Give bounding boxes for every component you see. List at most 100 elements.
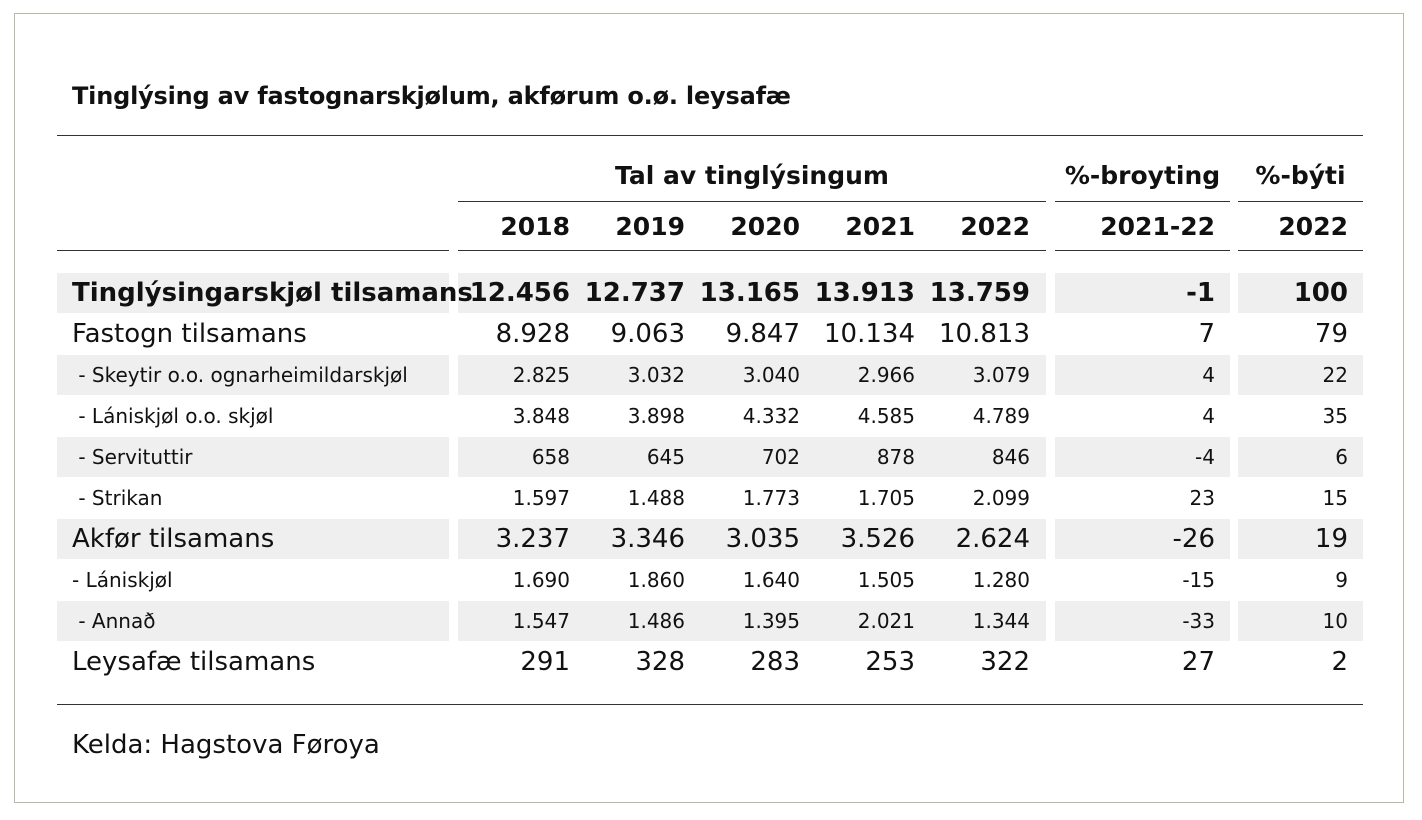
row-band xyxy=(1055,437,1230,477)
header-underline-share xyxy=(1238,250,1363,251)
table-title: Tinglýsing av fastognarskjølum, akførum … xyxy=(72,82,791,110)
year-header: 2022 xyxy=(960,212,1030,241)
header-underline-years xyxy=(458,250,1046,251)
row-label: - Skeytir o.o. ognarheimildarskjøl xyxy=(72,363,408,387)
row-band xyxy=(1055,273,1230,313)
value-cell: 13.759 xyxy=(929,278,1030,308)
share-cell: 22 xyxy=(1322,363,1348,387)
value-cell: 846 xyxy=(991,445,1030,469)
value-cell: 3.032 xyxy=(627,363,685,387)
header-underline-change xyxy=(1055,250,1230,251)
value-cell: 1.597 xyxy=(512,486,570,510)
row-label: Fastogn tilsamans xyxy=(72,319,307,349)
value-cell: 1.505 xyxy=(857,568,915,592)
header-share-label: %-býti xyxy=(1255,161,1346,190)
table-frame xyxy=(14,13,1404,803)
header-underline-label xyxy=(57,250,449,251)
value-cell: 658 xyxy=(531,445,570,469)
row-band xyxy=(458,273,1046,313)
year-header: 2021 xyxy=(845,212,915,241)
row-band xyxy=(1238,355,1363,395)
change-cell: 4 xyxy=(1202,404,1215,428)
row-band xyxy=(57,601,449,641)
change-cell: -15 xyxy=(1182,568,1215,592)
value-cell: 8.928 xyxy=(495,319,570,349)
change-underline xyxy=(1055,201,1230,202)
change-cell: 4 xyxy=(1202,363,1215,387)
value-cell: 9.063 xyxy=(610,319,685,349)
value-cell: 2.624 xyxy=(955,524,1030,554)
row-label: - Lániskjøl xyxy=(72,568,173,592)
value-cell: 283 xyxy=(750,647,800,677)
value-cell: 1.547 xyxy=(512,609,570,633)
row-band xyxy=(1055,519,1230,559)
value-cell: 1.486 xyxy=(627,609,685,633)
share-cell: 15 xyxy=(1322,486,1348,510)
value-cell: 4.789 xyxy=(972,404,1030,428)
value-cell: 1.395 xyxy=(742,609,800,633)
value-cell: 12.456 xyxy=(469,278,570,308)
value-cell: 253 xyxy=(865,647,915,677)
value-cell: 10.813 xyxy=(939,319,1030,349)
row-band xyxy=(458,601,1046,641)
source-note: Kelda: Hagstova Føroya xyxy=(72,730,380,760)
row-label: - Strikan xyxy=(72,486,163,510)
share-cell: 6 xyxy=(1335,445,1348,469)
title-rule xyxy=(57,135,1363,136)
row-band xyxy=(458,519,1046,559)
value-cell: 1.773 xyxy=(742,486,800,510)
bottom-rule xyxy=(57,704,1363,705)
value-cell: 328 xyxy=(635,647,685,677)
change-cell: -26 xyxy=(1172,524,1215,554)
value-cell: 13.165 xyxy=(699,278,800,308)
change-cell: 23 xyxy=(1189,486,1215,510)
value-cell: 3.035 xyxy=(725,524,800,554)
year-header: 2020 xyxy=(730,212,800,241)
value-cell: 3.040 xyxy=(742,363,800,387)
value-cell: 3.526 xyxy=(840,524,915,554)
value-cell: 4.585 xyxy=(857,404,915,428)
value-cell: 9.847 xyxy=(725,319,800,349)
value-cell: 10.134 xyxy=(824,319,915,349)
row-band xyxy=(1238,601,1363,641)
share-cell: 2 xyxy=(1331,647,1348,677)
value-cell: 1.280 xyxy=(972,568,1030,592)
row-band xyxy=(1055,355,1230,395)
value-cell: 291 xyxy=(520,647,570,677)
share-cell: 35 xyxy=(1322,404,1348,428)
row-band xyxy=(1238,519,1363,559)
year-header: 2019 xyxy=(615,212,685,241)
header-group-label: Tal av tinglýsingum xyxy=(615,161,889,190)
value-cell: 702 xyxy=(761,445,800,469)
row-band xyxy=(1055,601,1230,641)
year-header: 2018 xyxy=(500,212,570,241)
row-band xyxy=(57,519,449,559)
row-band xyxy=(57,273,449,313)
value-cell: 3.346 xyxy=(610,524,685,554)
value-cell: 3.237 xyxy=(495,524,570,554)
row-band xyxy=(1238,273,1363,313)
share-year-header: 2022 xyxy=(1278,212,1348,241)
share-cell: 10 xyxy=(1322,609,1348,633)
share-cell: 100 xyxy=(1293,278,1348,308)
change-cell: -33 xyxy=(1182,609,1215,633)
value-cell: 2.099 xyxy=(972,486,1030,510)
group-underline xyxy=(458,201,1046,202)
value-cell: 4.332 xyxy=(742,404,800,428)
value-cell: 322 xyxy=(980,647,1030,677)
change-period-header: 2021-22 xyxy=(1100,212,1215,241)
value-cell: 1.705 xyxy=(857,486,915,510)
value-cell: 1.488 xyxy=(627,486,685,510)
change-cell: 7 xyxy=(1198,319,1215,349)
value-cell: 645 xyxy=(646,445,685,469)
value-cell: 1.860 xyxy=(627,568,685,592)
row-band xyxy=(458,355,1046,395)
change-cell: -4 xyxy=(1195,445,1215,469)
value-cell: 2.021 xyxy=(857,609,915,633)
value-cell: 878 xyxy=(876,445,915,469)
row-label: Leysafæ tilsamans xyxy=(72,647,316,677)
share-cell: 9 xyxy=(1335,568,1348,592)
row-band xyxy=(57,355,449,395)
change-cell: 27 xyxy=(1181,647,1215,677)
row-label: - Lániskjøl o.o. skjøl xyxy=(72,404,274,428)
